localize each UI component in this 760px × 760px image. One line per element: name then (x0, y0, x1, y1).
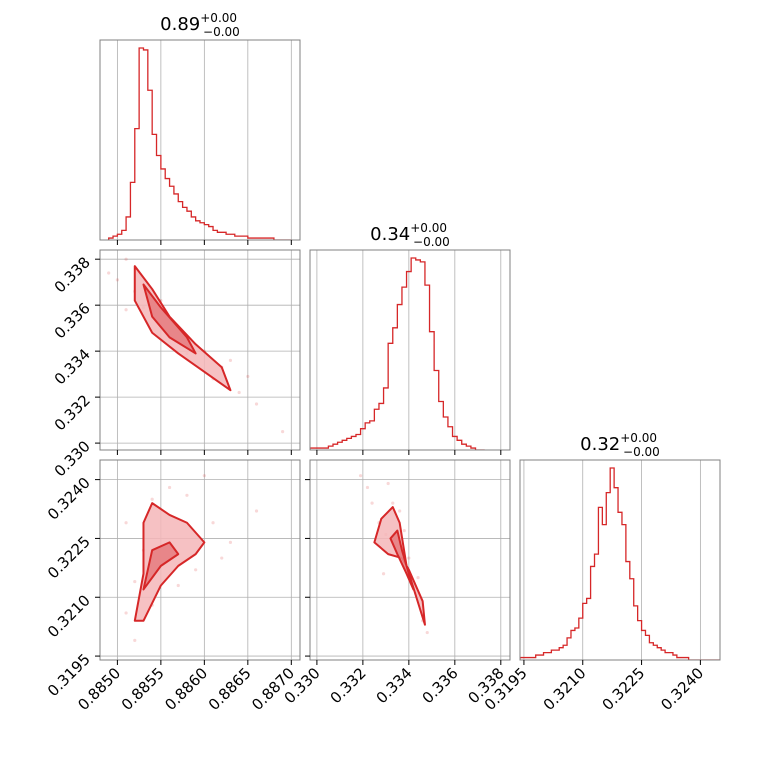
scatter-point (416, 576, 420, 580)
histogram-bars (520, 467, 720, 660)
scatter-point (124, 257, 128, 261)
scatter-point (246, 374, 250, 379)
x-tick-label: 0.332 (327, 664, 370, 707)
x-tick-label: 0.336 (419, 664, 462, 707)
scatter-point (425, 630, 429, 635)
scatter-point (124, 521, 128, 525)
density-layer (124, 474, 259, 642)
scatter-point (370, 501, 374, 505)
scatter-point (124, 611, 128, 615)
x-tick-label: 0.3240 (657, 664, 707, 714)
scatter-point (365, 485, 370, 490)
scatter-point (202, 474, 206, 478)
histogram-step-line (310, 257, 485, 450)
title-value: 0.89 (160, 14, 200, 35)
scatter-point (133, 579, 137, 584)
title-err-minus: −0.00 (203, 25, 240, 39)
x-tick-label: 0.3225 (599, 664, 649, 714)
scatter-point (254, 509, 259, 513)
hist-panel-0: 0.89+0.00 −0.00 (99, 11, 301, 245)
title-err-plus: +0.00 (200, 11, 237, 25)
panel-frame (99, 249, 301, 451)
panel-frame (309, 249, 511, 451)
histogram-bars (108, 47, 292, 240)
y-tick-label: 0.330 (51, 437, 94, 480)
title-value: 0.32 (580, 434, 620, 455)
scatter-point (133, 638, 137, 642)
scatter-point (220, 556, 224, 560)
title-err-plus: +0.00 (620, 431, 657, 445)
histogram-step-line (520, 467, 720, 660)
panel-title: 0.32+0.00 −0.00 (580, 431, 660, 459)
y-tick-label: 0.336 (51, 299, 94, 342)
contour-outer (133, 265, 232, 392)
panel-frame (309, 459, 511, 661)
contour-outer (133, 502, 206, 622)
scatter-point (228, 540, 233, 544)
contour-outer (373, 506, 426, 626)
title-err-plus: +0.00 (410, 221, 447, 235)
y-tick-label: 0.3225 (44, 533, 94, 583)
panel-title: 0.89+0.00 −0.00 (160, 11, 240, 39)
scatter-point (358, 474, 363, 478)
y-tick-label: 0.3240 (44, 474, 94, 524)
x-tick-label: 0.8855 (118, 664, 168, 714)
histogram-step-line (108, 47, 292, 240)
scatter-point (381, 572, 386, 576)
scatter-point (167, 485, 172, 490)
x-tick-label: 0.8865 (205, 664, 255, 714)
x-tick-label: 0.8860 (161, 664, 211, 714)
title-err-minus: −0.00 (413, 235, 450, 249)
panel-title: 0.34+0.00 −0.00 (370, 221, 450, 249)
scatter-point (407, 556, 411, 560)
scatter-point (386, 481, 390, 486)
scatter-point (228, 358, 233, 362)
title-value: 0.34 (370, 224, 410, 245)
scatter-point (398, 509, 402, 513)
density-layer (358, 474, 429, 635)
contour-inner (142, 283, 197, 355)
contour-inner (142, 541, 180, 591)
panel-frame (99, 39, 301, 241)
x-tick-label: 0.3210 (540, 664, 590, 714)
scatter-point (176, 583, 180, 588)
contour-inner (389, 529, 415, 591)
scatter-point (237, 390, 241, 395)
scatter-point (115, 278, 119, 282)
y-tick-label: 0.334 (51, 345, 94, 388)
scatter-point (185, 493, 189, 497)
y-tick-label: 0.338 (51, 253, 94, 296)
y-tick-label: 0.3210 (44, 591, 94, 641)
scatter-point (107, 271, 111, 275)
hist-panel-1: 0.34+0.00 −0.00 (309, 221, 511, 455)
histogram-bars (310, 257, 485, 450)
x-tick-label: 0.334 (373, 664, 416, 707)
panel-frame (99, 459, 301, 661)
title-err-minus: −0.00 (623, 445, 660, 459)
scatter-point (402, 528, 406, 533)
scatter-point (281, 430, 285, 434)
scatter-point (124, 308, 128, 312)
scatter-point (150, 497, 154, 501)
scatter-point (194, 568, 198, 572)
y-tick-label: 0.332 (51, 391, 94, 434)
scatter-point (211, 521, 215, 525)
scatter-point (254, 402, 259, 406)
pair-panel-1-2: 0.330 0.332 0.334 0.336 0.338 (281, 459, 511, 707)
pair-panel-0-2: 0.88500.88550.88600.88650.88700.31950.32… (44, 459, 301, 714)
panel-frame (519, 459, 721, 661)
scatter-point (391, 501, 395, 505)
density-layer (107, 257, 285, 434)
